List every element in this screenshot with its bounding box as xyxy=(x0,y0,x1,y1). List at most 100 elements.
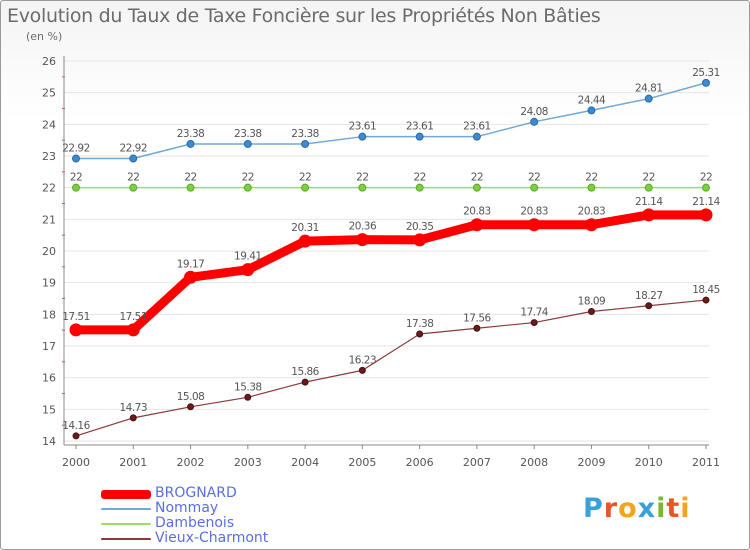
data-point-vieux-charmont-2006 xyxy=(416,330,424,338)
data-label-nommay-2007: 23.61 xyxy=(463,121,491,133)
data-label-brognard-2002: 19.17 xyxy=(177,258,205,270)
data-label-vieux-charmont-2008: 17.74 xyxy=(520,307,548,319)
data-point-nommay-2007 xyxy=(472,132,481,141)
data-label-dambenois-2006: 22 xyxy=(413,172,425,184)
legend-swatch xyxy=(101,523,151,525)
data-label-dambenois-2000: 22 xyxy=(70,172,82,184)
data-point-brognard-2002 xyxy=(184,270,198,284)
data-label-brognard-2001: 17.51 xyxy=(119,311,147,323)
data-point-dambenois-2002 xyxy=(186,183,195,192)
y-tick-label-24: 24 xyxy=(42,118,56,131)
data-label-nommay-2006: 23.61 xyxy=(406,121,434,133)
x-tick-label-2004: 2004 xyxy=(291,456,319,469)
data-label-dambenois-2001: 22 xyxy=(127,172,139,184)
x-tick-label-2007: 2007 xyxy=(463,456,491,469)
legend-swatch xyxy=(101,508,151,510)
data-label-vieux-charmont-2004: 15.86 xyxy=(291,366,319,378)
data-label-dambenois-2010: 22 xyxy=(643,172,655,184)
data-point-dambenois-2005 xyxy=(358,183,367,192)
x-tick-label-2005: 2005 xyxy=(348,456,376,469)
data-point-vieux-charmont-2000 xyxy=(72,432,80,440)
data-label-dambenois-2004: 22 xyxy=(299,172,311,184)
data-labels: 17.51 17.51 19.17 19.41 20.31 20.36 20.35 20.83… xyxy=(62,67,721,432)
y-axis-unit: (en %) xyxy=(26,30,63,43)
data-label-brognard-2009: 20.83 xyxy=(578,206,606,218)
data-point-dambenois-2010 xyxy=(644,183,653,192)
series-line-vieux-charmont xyxy=(75,299,707,437)
chart-title: Evolution du Taux de Taxe Foncière sur l… xyxy=(7,5,601,27)
data-label-nommay-2000: 22.92 xyxy=(62,143,90,155)
data-point-nommay-2003 xyxy=(243,139,252,148)
legend-swatch xyxy=(101,538,151,540)
legend-label: Vieux-Charmont xyxy=(155,530,269,546)
data-point-brognard-2008 xyxy=(527,218,541,232)
data-point-brognard-2011 xyxy=(699,208,713,222)
data-label-vieux-charmont-2010: 18.27 xyxy=(635,290,663,302)
data-label-brognard-2008: 20.83 xyxy=(520,206,548,218)
data-point-brognard-2000 xyxy=(69,323,83,337)
series-layer xyxy=(69,78,713,440)
data-point-nommay-2008 xyxy=(530,117,539,126)
data-label-nommay-2005: 23.61 xyxy=(349,121,377,133)
data-label-nommay-2004: 23.38 xyxy=(291,128,319,140)
data-label-nommay-2008: 24.08 xyxy=(520,106,548,118)
data-label-brognard-2005: 20.36 xyxy=(349,221,377,233)
logo-letter: t xyxy=(666,493,681,524)
data-label-vieux-charmont-2002: 15.08 xyxy=(177,391,205,403)
data-label-dambenois-2009: 22 xyxy=(585,172,597,184)
data-label-dambenois-2005: 22 xyxy=(356,172,368,184)
data-point-dambenois-2008 xyxy=(530,183,539,192)
proxiti-logo: Proxiti xyxy=(583,493,691,524)
data-point-vieux-charmont-2005 xyxy=(358,366,366,374)
x-tick-label-2003: 2003 xyxy=(234,456,262,469)
data-point-brognard-2006 xyxy=(413,233,427,247)
data-point-brognard-2001 xyxy=(126,323,140,337)
data-label-dambenois-2008: 22 xyxy=(528,172,540,184)
grid xyxy=(64,60,709,442)
data-point-nommay-2002 xyxy=(186,139,195,148)
data-label-nommay-2011: 25.31 xyxy=(692,67,720,79)
data-point-nommay-2009 xyxy=(587,106,596,115)
x-tick-label-2001: 2001 xyxy=(119,456,147,469)
axes: 14 15 16 17 18 19 20 21 22 23 24 25 26 2000 2001 2002 20… xyxy=(42,55,720,469)
data-label-vieux-charmont-2001: 14.73 xyxy=(119,402,147,414)
logo-letter: i xyxy=(656,493,667,524)
x-tick-label-2009: 2009 xyxy=(577,456,605,469)
x-tick-label-2010: 2010 xyxy=(635,456,663,469)
data-point-nommay-2004 xyxy=(301,139,310,148)
legend-label: Dambenois xyxy=(155,515,235,531)
data-point-vieux-charmont-2003 xyxy=(244,393,252,401)
y-tick-label-20: 20 xyxy=(42,245,56,258)
data-point-dambenois-2009 xyxy=(587,183,596,192)
data-label-vieux-charmont-2011: 18.45 xyxy=(692,284,720,296)
data-point-dambenois-2011 xyxy=(702,183,710,192)
data-label-brognard-2003: 19.41 xyxy=(234,251,262,263)
data-point-brognard-2010 xyxy=(642,208,656,222)
data-point-dambenois-2004 xyxy=(301,183,310,192)
logo-letter: x xyxy=(637,493,657,524)
data-point-vieux-charmont-2010 xyxy=(645,302,653,310)
x-tick-label-2011: 2011 xyxy=(692,456,720,469)
data-point-vieux-charmont-2008 xyxy=(530,319,538,327)
x-tick-label-2008: 2008 xyxy=(520,456,548,469)
y-tick-label-17: 17 xyxy=(42,340,56,353)
y-tick-label-16: 16 xyxy=(42,372,56,385)
y-tick-label-22: 22 xyxy=(42,182,56,195)
logo-letter: o xyxy=(618,493,638,524)
data-point-vieux-charmont-2007 xyxy=(473,324,481,332)
data-point-vieux-charmont-2011 xyxy=(702,296,710,304)
data-point-dambenois-2003 xyxy=(243,183,252,192)
data-label-vieux-charmont-2009: 18.09 xyxy=(578,295,606,307)
data-label-brognard-2004: 20.31 xyxy=(291,222,319,234)
data-point-dambenois-2000 xyxy=(72,183,80,192)
data-point-nommay-2006 xyxy=(415,132,424,141)
data-point-brognard-2009 xyxy=(584,218,598,232)
legend-label: Nommay xyxy=(155,500,219,516)
data-label-nommay-2003: 23.38 xyxy=(234,128,262,140)
data-label-vieux-charmont-2007: 17.56 xyxy=(463,312,491,324)
x-tick-label-2006: 2006 xyxy=(406,456,434,469)
data-label-brognard-2006: 20.35 xyxy=(406,221,434,233)
y-tick-label-19: 19 xyxy=(42,277,56,290)
y-tick-label-26: 26 xyxy=(42,55,56,68)
